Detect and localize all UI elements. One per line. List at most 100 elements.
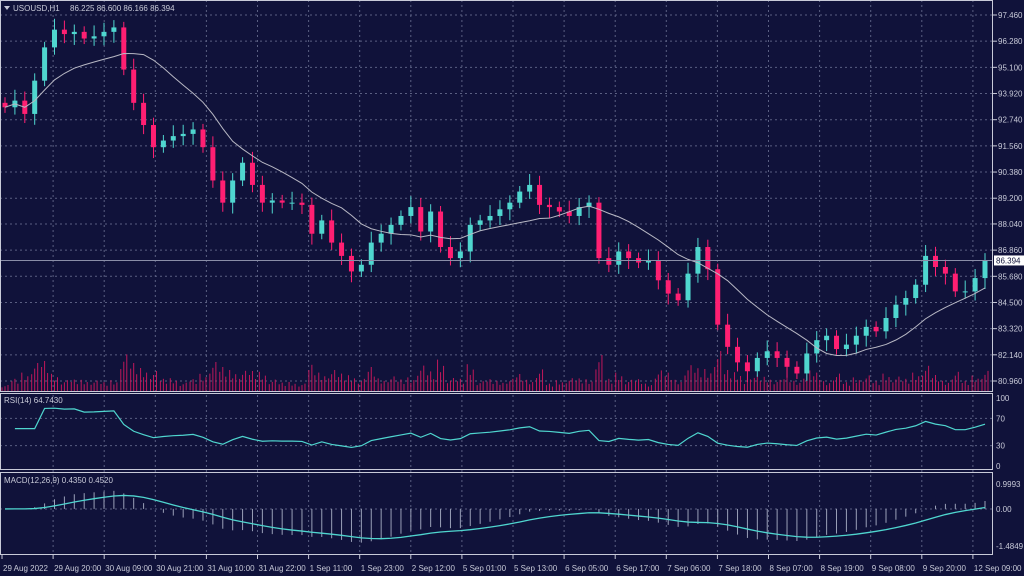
candle <box>101 22 107 46</box>
candle <box>378 224 384 252</box>
macd-tick-label: -1.4849 <box>996 542 1024 551</box>
candle <box>121 21 127 76</box>
time-tick-label: 1 Sep 11:00 <box>310 564 353 573</box>
time-tick-label: 9 Sep 08:00 <box>872 564 916 573</box>
time-tick-label: 1 Sep 23:00 <box>361 564 405 573</box>
candle <box>467 217 473 263</box>
candle <box>744 355 750 383</box>
candle <box>150 117 156 159</box>
collapse-triangle-icon[interactable] <box>4 6 10 10</box>
candle <box>131 58 137 111</box>
time-axis: 29 Aug 2022 29 Aug 20:00 30 Aug 09:00 30 Au… <box>1 555 1022 573</box>
price-tick-label: 91.560 <box>998 142 1023 151</box>
candle <box>863 319 869 347</box>
macd-title: MACD(12,26,9) 0.4350 0.4520 <box>4 476 114 485</box>
time-tick-label: 30 Aug 21:00 <box>156 564 204 573</box>
candle <box>299 193 305 214</box>
candle <box>329 209 335 250</box>
time-tick-label: 7 Sep 18:00 <box>718 564 762 573</box>
candle <box>725 313 731 355</box>
candle <box>893 295 899 328</box>
price-tick-label: 86.860 <box>998 246 1023 255</box>
candle <box>81 26 87 45</box>
candles <box>2 18 988 383</box>
candle <box>457 242 463 268</box>
candle <box>883 307 889 339</box>
price-tick-label: 95.100 <box>998 63 1023 72</box>
price-tick-label: 88.040 <box>998 220 1023 229</box>
time-tick-label: 7 Sep 06:00 <box>667 564 711 573</box>
candle <box>784 350 790 378</box>
candle <box>279 194 285 209</box>
time-tick-label: 29 Aug 20:00 <box>54 564 102 573</box>
price-tick-label: 83.320 <box>998 325 1023 334</box>
rsi-tick-label: 70 <box>996 414 1005 423</box>
candle <box>111 20 117 43</box>
time-tick-label: 12 Sep 09:00 <box>974 564 1022 573</box>
main-panel-frame <box>0 0 993 392</box>
candle <box>42 41 48 87</box>
candle <box>853 326 859 354</box>
rsi-tick-label: 0 <box>996 462 1001 471</box>
candle <box>339 233 345 265</box>
candle <box>408 196 414 224</box>
rsi-tick-label: 30 <box>996 442 1005 451</box>
candle <box>477 214 483 231</box>
candle <box>942 259 948 285</box>
candle <box>507 195 513 221</box>
volume-bars <box>1 351 989 391</box>
candle <box>685 262 691 308</box>
time-tick-label: 30 Aug 09:00 <box>105 564 153 573</box>
candle <box>546 197 552 218</box>
candle <box>289 191 295 210</box>
candle <box>774 342 780 368</box>
candle <box>576 198 582 226</box>
candle <box>71 24 77 45</box>
candle <box>873 321 879 337</box>
candle <box>190 122 196 145</box>
rsi-panel-frame <box>0 393 993 470</box>
candle <box>249 151 255 193</box>
candle <box>428 204 434 243</box>
price-tick-label: 90.380 <box>998 168 1023 177</box>
candle <box>972 268 978 301</box>
candle <box>913 279 919 304</box>
candle <box>735 337 741 372</box>
candle <box>616 242 622 274</box>
candle <box>754 352 760 377</box>
candle <box>388 217 394 245</box>
candle <box>487 205 493 228</box>
candle <box>170 125 176 148</box>
price-label-box: 86.394 <box>994 255 1024 266</box>
macd-tick-label: 0.9993 <box>996 480 1021 489</box>
candle <box>230 173 236 214</box>
candle <box>804 342 810 381</box>
candle <box>220 171 226 212</box>
candle <box>982 253 988 289</box>
price-tick-label: 85.680 <box>998 272 1023 281</box>
time-tick-label: 2 Sep 12:00 <box>412 564 456 573</box>
candle <box>309 197 315 245</box>
rsi-tick-label: 100 <box>996 394 1010 403</box>
rsi-title: RSI(14) 64.7430 <box>4 396 63 405</box>
candle <box>517 186 523 209</box>
candle <box>626 244 632 269</box>
price-tick-label: 82.140 <box>998 351 1023 360</box>
price-tick-label: 80.960 <box>998 377 1023 386</box>
time-tick-label: 31 Aug 22:00 <box>259 564 307 573</box>
macd-tick-label: 0.00 <box>996 505 1012 514</box>
candle <box>358 259 364 277</box>
candle <box>200 123 206 153</box>
candle <box>32 73 38 125</box>
time-tick-label: 5 Sep 13:00 <box>514 564 558 573</box>
candle <box>665 272 671 305</box>
time-tick-label: 8 Sep 19:00 <box>821 564 865 573</box>
time-tick-label: 29 Aug 2022 <box>3 564 48 573</box>
candle <box>923 245 929 293</box>
time-tick-label: 8 Sep 07:00 <box>770 564 814 573</box>
candle <box>51 18 57 55</box>
candle <box>269 193 275 214</box>
candle <box>141 93 147 135</box>
